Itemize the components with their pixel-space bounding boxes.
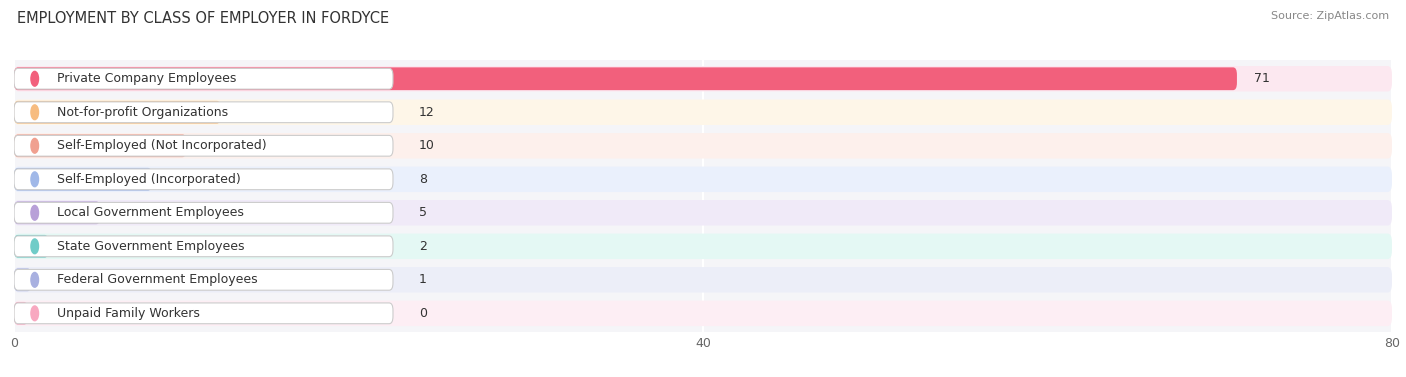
- FancyBboxPatch shape: [14, 268, 31, 291]
- Text: 71: 71: [1254, 72, 1270, 85]
- Circle shape: [31, 273, 38, 287]
- FancyBboxPatch shape: [14, 134, 186, 157]
- FancyBboxPatch shape: [14, 270, 394, 290]
- Circle shape: [31, 205, 38, 220]
- Text: 0: 0: [419, 307, 427, 320]
- FancyBboxPatch shape: [14, 300, 1392, 326]
- FancyBboxPatch shape: [14, 235, 48, 258]
- FancyBboxPatch shape: [14, 102, 394, 123]
- FancyBboxPatch shape: [14, 133, 1392, 158]
- Text: Not-for-profit Organizations: Not-for-profit Organizations: [58, 106, 228, 119]
- FancyBboxPatch shape: [14, 135, 394, 156]
- Text: Private Company Employees: Private Company Employees: [58, 72, 236, 85]
- FancyBboxPatch shape: [14, 101, 221, 124]
- FancyBboxPatch shape: [14, 267, 1392, 293]
- Circle shape: [31, 105, 38, 120]
- Circle shape: [31, 138, 38, 153]
- Text: State Government Employees: State Government Employees: [58, 240, 245, 253]
- Text: 12: 12: [419, 106, 434, 119]
- FancyBboxPatch shape: [14, 201, 100, 224]
- Circle shape: [31, 239, 38, 254]
- Text: Unpaid Family Workers: Unpaid Family Workers: [58, 307, 200, 320]
- FancyBboxPatch shape: [14, 234, 1392, 259]
- Text: Local Government Employees: Local Government Employees: [58, 206, 245, 219]
- Text: Federal Government Employees: Federal Government Employees: [58, 273, 257, 286]
- Text: 8: 8: [419, 173, 427, 186]
- Text: EMPLOYMENT BY CLASS OF EMPLOYER IN FORDYCE: EMPLOYMENT BY CLASS OF EMPLOYER IN FORDY…: [17, 11, 389, 26]
- FancyBboxPatch shape: [14, 200, 1392, 225]
- Text: Source: ZipAtlas.com: Source: ZipAtlas.com: [1271, 11, 1389, 21]
- FancyBboxPatch shape: [14, 67, 1237, 90]
- Text: 5: 5: [419, 206, 427, 219]
- FancyBboxPatch shape: [14, 169, 394, 190]
- FancyBboxPatch shape: [14, 168, 152, 191]
- Circle shape: [31, 306, 38, 321]
- FancyBboxPatch shape: [14, 303, 394, 324]
- Circle shape: [31, 71, 38, 86]
- Text: 1: 1: [419, 273, 426, 286]
- Text: Self-Employed (Not Incorporated): Self-Employed (Not Incorporated): [58, 139, 267, 152]
- FancyBboxPatch shape: [14, 66, 1392, 92]
- Text: 10: 10: [419, 139, 434, 152]
- FancyBboxPatch shape: [14, 236, 394, 257]
- FancyBboxPatch shape: [14, 68, 394, 89]
- Text: Self-Employed (Incorporated): Self-Employed (Incorporated): [58, 173, 240, 186]
- Text: 2: 2: [419, 240, 426, 253]
- FancyBboxPatch shape: [14, 202, 394, 223]
- Circle shape: [31, 172, 38, 187]
- FancyBboxPatch shape: [14, 100, 1392, 125]
- FancyBboxPatch shape: [14, 167, 1392, 192]
- FancyBboxPatch shape: [14, 302, 28, 325]
